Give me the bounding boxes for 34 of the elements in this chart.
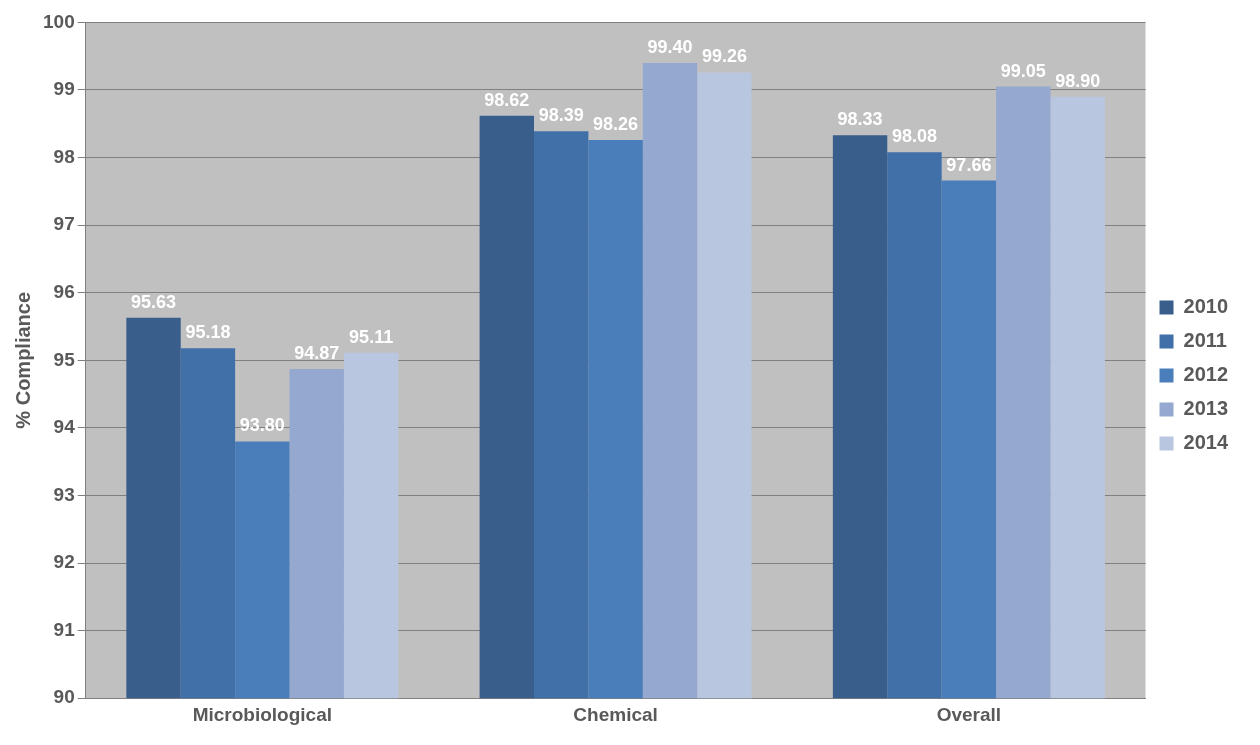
legend-label: 2011 xyxy=(1183,329,1227,352)
y-tick-label: 94 xyxy=(53,416,76,438)
text: 98.62 xyxy=(484,89,530,110)
text: 99.26 xyxy=(701,46,747,67)
y-tick-label: 92 xyxy=(53,551,75,573)
text: 98.90 xyxy=(1055,70,1101,91)
y-tick-label: 90 xyxy=(53,686,75,708)
y-tick-label: 99 xyxy=(53,78,75,100)
legend-label: 2012 xyxy=(1183,363,1229,386)
x-tick-label: Chemical xyxy=(573,703,658,725)
text: 97.66 xyxy=(946,154,992,175)
text: 95.18 xyxy=(185,322,231,343)
y-tick-label: 91 xyxy=(53,618,76,640)
legend-label: 2014 xyxy=(1183,431,1229,454)
text: 99.05 xyxy=(1000,60,1046,81)
y-tick-label: 95 xyxy=(53,348,76,370)
y-tick-label: 93 xyxy=(53,483,75,505)
y-tick-label: 98 xyxy=(53,145,75,167)
x-tick-label: Microbiological xyxy=(192,703,333,725)
text: 98.26 xyxy=(593,113,639,134)
text: 95.63 xyxy=(131,291,177,312)
y-tick-label: 97 xyxy=(53,213,75,235)
y-axis-title: % Compliance xyxy=(11,291,34,429)
y-tick-label: 96 xyxy=(53,280,75,302)
text: 94.87 xyxy=(294,343,340,364)
legend-label: 2013 xyxy=(1183,397,1229,420)
text: 98.33 xyxy=(837,109,883,130)
x-tick-label: Overall xyxy=(936,703,1002,725)
legend-label: 2010 xyxy=(1183,295,1229,318)
text: 98.08 xyxy=(891,126,937,147)
text: 99.40 xyxy=(647,36,693,57)
y-tick-label: 100 xyxy=(43,10,75,32)
text: 98.39 xyxy=(538,105,584,126)
text: 95.11 xyxy=(349,326,394,347)
